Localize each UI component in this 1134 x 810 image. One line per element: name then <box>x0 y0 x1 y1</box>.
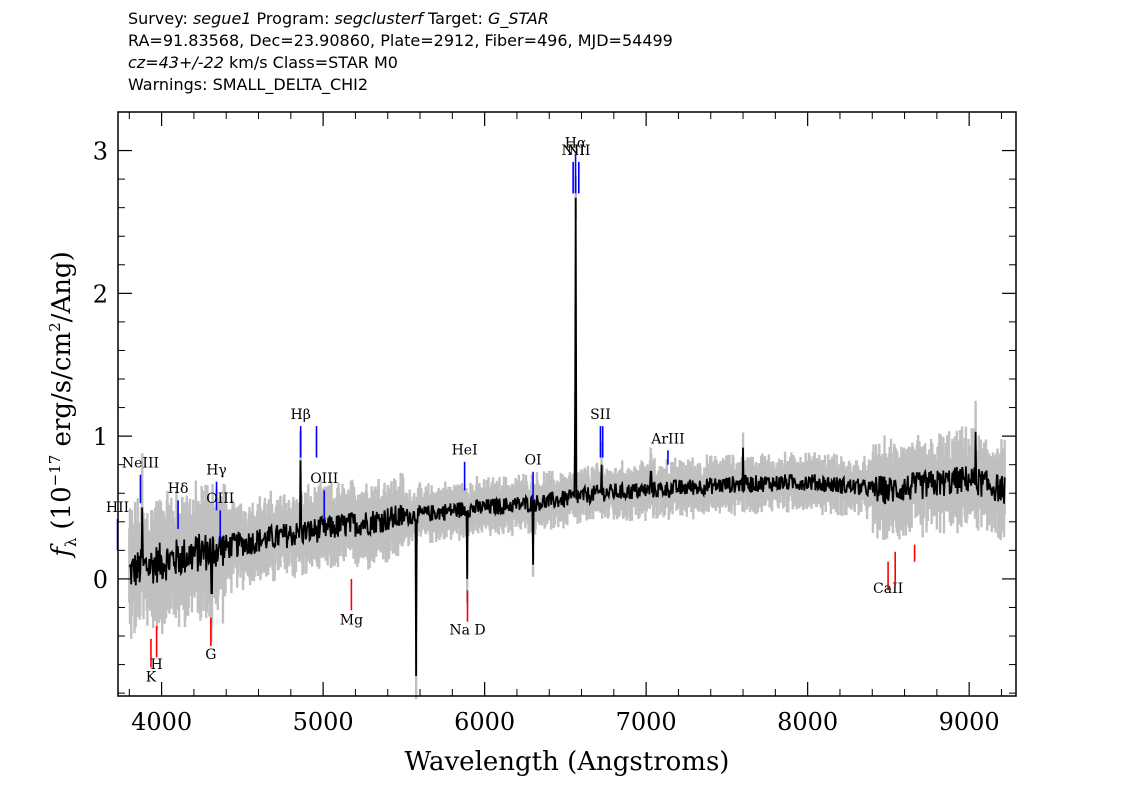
y-axis-unit-c: /Ang) <box>47 251 77 322</box>
y-axis-exp-b: 2 <box>46 322 64 332</box>
y-axis-symbol-sub: λ <box>62 537 80 547</box>
x-axis-title: Wavelength (Angstroms) <box>405 747 730 777</box>
y-axis-unit-a: (10 <box>47 486 77 529</box>
x-tick-label: 8000 <box>777 708 838 736</box>
x-tick-label: 5000 <box>293 708 354 736</box>
header-line-coordinates: RA=91.83568, Dec=23.90860, Plate=2912, F… <box>128 31 673 50</box>
line-marker-label: NII <box>567 143 590 159</box>
line-marker-label: Hγ <box>206 463 227 479</box>
line-marker-label: Mg <box>340 613 363 629</box>
header-line-survey: Survey: segue1 Program: segclusterf Targ… <box>128 8 673 30</box>
class-text: km/s Class=STAR M0 <box>223 53 398 72</box>
line-marker-label: NII <box>561 143 584 159</box>
line-marker-label: Hβ <box>291 407 311 423</box>
survey-label: Survey: <box>128 9 193 28</box>
flux-series <box>128 197 1006 677</box>
line-marker-label: Hδ <box>168 481 189 497</box>
line-marker-label: OIII <box>206 491 234 507</box>
line-marker-label: CaII <box>873 581 903 597</box>
line-marker-label: NeIII <box>122 456 159 472</box>
spectral-line-markers: HIINeIIIHδHγOIIIHβOIIIHeIOINIIHαNIISIIAr… <box>106 136 916 686</box>
y-axis-unit-b: erg/s/cm <box>47 332 77 455</box>
y-tick-label: 3 <box>93 138 108 166</box>
plot-header: Survey: segue1 Program: segclusterf Targ… <box>128 8 673 96</box>
target-label: Target: <box>422 9 488 28</box>
line-marker-label: SII <box>590 407 611 423</box>
x-tick-label: 4000 <box>131 708 192 736</box>
x-tick-label: 9000 <box>939 708 1000 736</box>
plot-frame <box>117 111 1017 697</box>
y-tick-label: 0 <box>93 566 108 594</box>
cz-value: cz=43+/-22 <box>128 53 224 72</box>
error-band <box>128 176 1006 700</box>
axis-ticks: 4000 5000 6000 7000 8000 9000 0 1 2 3 <box>93 112 1016 736</box>
line-marker-label: H <box>150 657 162 673</box>
y-axis-exp-a: −17 <box>46 455 64 487</box>
header-line-warnings: Warnings: SMALL_DELTA_CHI2 <box>128 75 369 94</box>
program-value: segclusterf <box>334 9 423 28</box>
line-marker-label: HeI <box>452 443 478 459</box>
line-marker-label: OIII <box>310 471 338 487</box>
flux-line <box>128 197 1006 677</box>
line-marker-label: OI <box>525 453 542 469</box>
y-tick-label: 1 <box>93 423 108 451</box>
line-marker-label: Na D <box>449 623 485 639</box>
line-marker-label: Hα <box>565 136 587 152</box>
target-value: G_STAR <box>488 9 549 28</box>
y-tick-label: 2 <box>93 280 108 308</box>
line-marker-label: ArIII <box>650 431 684 447</box>
program-label: Program: <box>251 9 335 28</box>
header-line-redshift: cz=43+/-22 km/s Class=STAR M0 <box>128 52 673 74</box>
survey-value: segue1 <box>192 9 252 28</box>
y-axis-title: fλ(10−17 erg/s/cm2/Ang) <box>46 251 80 558</box>
line-marker-label: K <box>146 670 157 686</box>
x-tick-label: 6000 <box>454 708 515 736</box>
x-tick-label: 7000 <box>616 708 677 736</box>
line-marker-label: G <box>205 647 216 663</box>
